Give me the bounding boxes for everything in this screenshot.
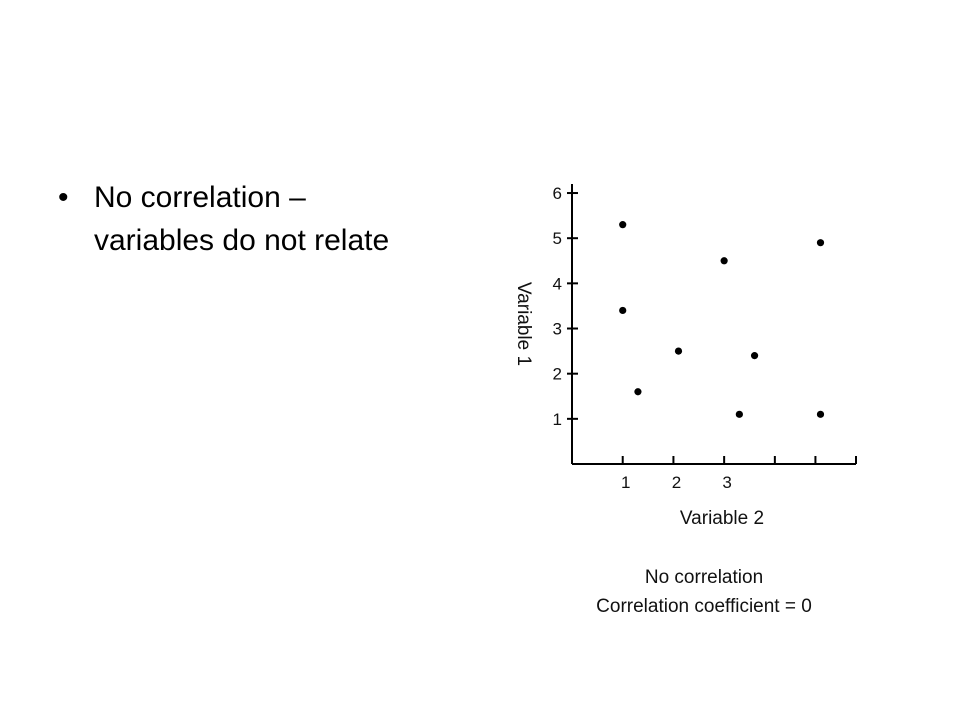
x-tick-label-3: 3	[722, 473, 731, 492]
data-point-1	[619, 221, 627, 229]
bullet-line-1: No correlation –	[94, 181, 306, 214]
data-point-5	[720, 257, 728, 265]
y-tick-label-3: 3	[553, 320, 562, 339]
chart-caption-line-2: Correlation coefficient = 0	[596, 596, 812, 617]
x-tick-label-2: 2	[672, 473, 681, 492]
data-point-9	[816, 410, 825, 418]
data-point-7	[750, 352, 759, 360]
data-point-3	[634, 388, 642, 396]
y-tick-label-6: 6	[553, 184, 562, 203]
y-ticks: 1 2 3 4 5 6	[553, 184, 578, 429]
x-tick-label-1: 1	[621, 473, 630, 492]
chart-axes	[571, 184, 856, 465]
y-tick-label-2: 2	[553, 365, 562, 384]
x-axis-title: Variable 2	[680, 508, 764, 529]
y-tick-label-4: 4	[553, 274, 562, 293]
chart-caption-line-1: No correlation	[645, 567, 763, 588]
bullet-item: No correlation – variables do not relate	[94, 176, 458, 262]
bullet-line-2: variables do not relate	[94, 224, 390, 257]
bullet-list: • No correlation – variables do not rela…	[58, 176, 458, 262]
data-points	[619, 221, 825, 418]
y-tick-label-1: 1	[553, 410, 562, 429]
y-tick-label-5: 5	[553, 229, 562, 248]
y-axis-title: Variable 1	[513, 282, 534, 366]
data-point-2	[619, 306, 627, 315]
x-ticks: 1 2 3	[621, 456, 857, 492]
bullet-glyph: •	[58, 181, 69, 214]
data-point-8	[816, 239, 825, 247]
data-point-4	[674, 347, 683, 355]
data-point-6	[735, 410, 743, 418]
